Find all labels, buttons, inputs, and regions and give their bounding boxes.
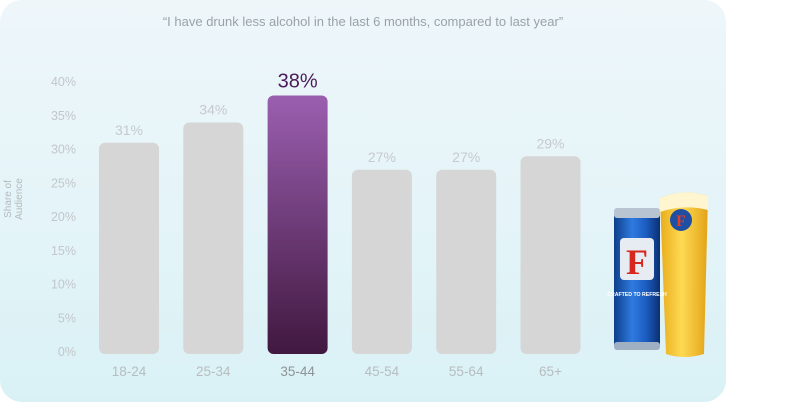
x-tick-label: 45-54 <box>365 364 400 379</box>
y-tick-label: 15% <box>51 244 76 258</box>
bar-35-44 <box>267 95 328 354</box>
chart-card: “I have drunk less alcohol in the last 6… <box>0 0 726 402</box>
bar-25-34 <box>183 122 244 354</box>
glass-logo: F <box>676 213 686 230</box>
x-tick-label: 65+ <box>539 364 562 379</box>
x-tick-label: 55-64 <box>449 364 484 379</box>
bar-chart: 0% 5% 10% 15% 20% 25% 30% 35% 40% 31% 18-24 34% 25-… <box>51 71 581 379</box>
x-tick-label: 35-44 <box>280 364 315 379</box>
y-tick-label: 40% <box>51 75 76 89</box>
bar-45-54 <box>351 169 412 354</box>
data-label: 31% <box>115 122 143 138</box>
beer-glass-icon: F <box>660 192 708 357</box>
x-tick-label: 25-34 <box>196 364 231 379</box>
can-text: CRAFTED TO REFRESH <box>607 292 667 298</box>
y-tick-label: 10% <box>51 278 76 292</box>
y-tick-label: 0% <box>58 345 76 359</box>
y-tick-label: 5% <box>58 311 76 325</box>
y-tick-label: 30% <box>51 143 76 157</box>
data-label: 38% <box>278 71 318 93</box>
product-illustration: F F CRAFTED TO REFRESH <box>607 192 708 357</box>
data-label: 29% <box>536 135 564 151</box>
y-tick-label: 20% <box>51 210 76 224</box>
bar-65+ <box>520 156 581 354</box>
bar-55-64 <box>436 169 497 354</box>
data-label: 27% <box>452 149 480 165</box>
bar-18-24 <box>99 142 159 354</box>
y-tick-label: 25% <box>51 176 76 190</box>
data-label: 27% <box>368 149 396 165</box>
x-tick-label: 18-24 <box>112 364 147 379</box>
chart-title: “I have drunk less alcohol in the last 6… <box>162 14 564 29</box>
data-label: 34% <box>199 102 227 118</box>
beer-can-icon: F CRAFTED TO REFRESH <box>607 208 667 350</box>
y-tick-label: 35% <box>51 109 76 123</box>
can-logo: F <box>626 242 648 282</box>
